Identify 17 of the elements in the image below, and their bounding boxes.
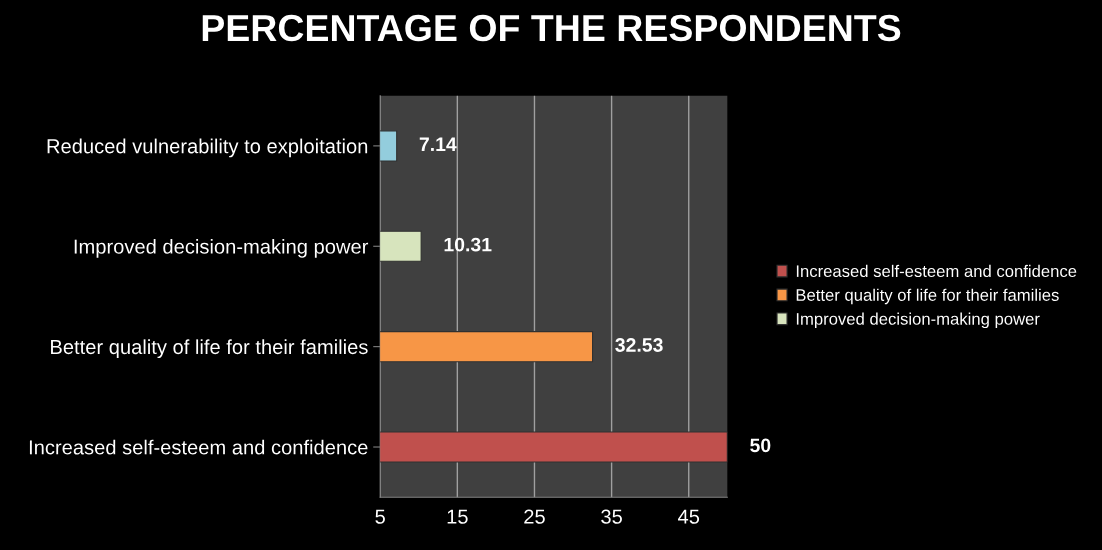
y-tick-label: Better quality of life for their families (51, 339, 368, 359)
data-label: 50 (750, 438, 771, 453)
legend-label: Increased self-esteem and confidence (796, 264, 1077, 278)
x-tick-label: 45 (678, 509, 700, 524)
x-tick-label: 5 (375, 509, 385, 524)
data-label: 7.14 (419, 137, 457, 151)
legend-label: Better quality of life for their families (796, 288, 1059, 305)
x-tick-label: 35 (601, 509, 622, 524)
legend-label: Improved decision-making power (796, 312, 1040, 329)
data-label: 32.53 (615, 338, 663, 352)
x-tick-label: 15 (447, 509, 468, 524)
chart-title: PERCENTAGE OF THE RESPONDENTS (202, 14, 901, 42)
y-tick-label: Increased self-esteem and confidence (29, 439, 368, 455)
y-tick-label: Improved decision-making power (74, 238, 369, 258)
y-tick-label: Reduced vulnerability to exploitation (47, 138, 368, 158)
data-label: 10.31 (444, 237, 492, 252)
x-tick-label: 25 (524, 509, 545, 524)
